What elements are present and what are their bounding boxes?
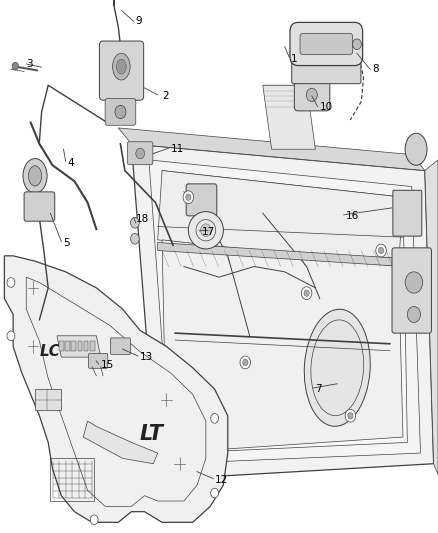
Polygon shape: [162, 171, 407, 453]
FancyBboxPatch shape: [99, 41, 144, 100]
Text: LT: LT: [139, 424, 163, 445]
Circle shape: [243, 359, 248, 366]
Bar: [90, 341, 95, 351]
Bar: [78, 341, 82, 351]
Text: 4: 4: [68, 158, 74, 167]
Text: 10: 10: [320, 102, 333, 111]
Circle shape: [301, 287, 312, 300]
FancyBboxPatch shape: [110, 338, 131, 354]
Circle shape: [12, 62, 18, 70]
Text: 11: 11: [171, 144, 184, 154]
Circle shape: [183, 436, 194, 449]
Circle shape: [211, 488, 219, 498]
Text: LC: LC: [40, 344, 61, 359]
Text: 1: 1: [291, 54, 298, 63]
Ellipse shape: [304, 309, 370, 426]
FancyBboxPatch shape: [292, 59, 361, 84]
Polygon shape: [263, 85, 315, 149]
Text: 8: 8: [372, 64, 379, 74]
Ellipse shape: [306, 88, 317, 102]
Circle shape: [186, 194, 191, 200]
FancyBboxPatch shape: [88, 353, 108, 368]
Circle shape: [186, 439, 191, 446]
Circle shape: [7, 278, 15, 287]
Ellipse shape: [405, 133, 427, 165]
Circle shape: [378, 247, 384, 254]
Polygon shape: [131, 144, 434, 480]
FancyBboxPatch shape: [186, 184, 217, 216]
Polygon shape: [425, 160, 438, 474]
Circle shape: [201, 224, 211, 237]
Circle shape: [211, 414, 219, 423]
Circle shape: [304, 290, 309, 296]
Text: 5: 5: [64, 238, 70, 247]
Text: 16: 16: [346, 211, 359, 221]
Text: 9: 9: [136, 17, 142, 26]
Text: 7: 7: [315, 384, 322, 394]
Text: 3: 3: [26, 59, 33, 69]
Ellipse shape: [23, 159, 47, 193]
Ellipse shape: [113, 53, 130, 80]
Text: 13: 13: [140, 352, 153, 362]
Circle shape: [7, 331, 15, 341]
Circle shape: [131, 217, 139, 228]
Bar: [65, 341, 70, 351]
Circle shape: [240, 356, 251, 369]
FancyBboxPatch shape: [300, 34, 353, 54]
Polygon shape: [35, 389, 61, 410]
Circle shape: [136, 148, 145, 159]
Bar: [71, 341, 76, 351]
FancyBboxPatch shape: [393, 190, 422, 236]
Circle shape: [90, 515, 98, 524]
Polygon shape: [83, 421, 158, 464]
Ellipse shape: [115, 106, 126, 119]
FancyBboxPatch shape: [127, 142, 153, 165]
Bar: [59, 341, 64, 351]
FancyBboxPatch shape: [290, 22, 363, 66]
Polygon shape: [158, 243, 403, 266]
Text: 17: 17: [201, 227, 215, 237]
Text: 15: 15: [101, 360, 114, 370]
Circle shape: [376, 244, 386, 257]
Ellipse shape: [117, 59, 126, 74]
FancyBboxPatch shape: [294, 78, 330, 111]
Circle shape: [183, 191, 194, 204]
Circle shape: [405, 272, 423, 293]
FancyBboxPatch shape: [392, 248, 431, 333]
Polygon shape: [149, 160, 420, 464]
Polygon shape: [118, 128, 425, 171]
Polygon shape: [162, 240, 403, 453]
Ellipse shape: [28, 166, 42, 186]
Polygon shape: [57, 336, 101, 357]
FancyBboxPatch shape: [105, 99, 136, 125]
Bar: [50, 458, 94, 501]
Circle shape: [348, 413, 353, 419]
Circle shape: [407, 306, 420, 322]
Polygon shape: [4, 256, 228, 522]
Circle shape: [345, 409, 356, 422]
Ellipse shape: [188, 212, 223, 249]
FancyBboxPatch shape: [24, 192, 55, 221]
Circle shape: [131, 233, 139, 244]
Text: 12: 12: [215, 475, 228, 484]
Polygon shape: [158, 171, 403, 266]
Text: 2: 2: [162, 91, 169, 101]
Text: 18: 18: [136, 214, 149, 223]
Circle shape: [353, 39, 361, 50]
Bar: [84, 341, 88, 351]
